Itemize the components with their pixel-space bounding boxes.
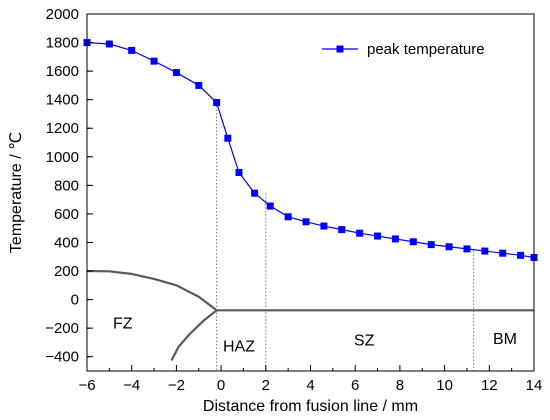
x-tick-label: 0 [217,377,225,394]
legend: peak temperature [322,41,485,58]
x-axis-ticks: −6 −4 −2 0 2 4 6 8 10 12 14 [78,365,542,394]
x-tick-label: 6 [351,377,359,394]
data-point [463,245,471,253]
x-tick-label: 4 [306,377,314,394]
y-tick-label: 2000 [46,6,79,23]
x-tick-label: −6 [78,377,95,394]
data-point [284,213,292,221]
y-axis-title: Temperature / ℃ [8,132,25,253]
data-point [105,40,113,48]
data-point [356,229,364,237]
y-tick-label: 400 [54,234,79,251]
data-point [374,232,382,240]
data-point [391,235,399,243]
data-point [172,69,180,77]
data-point [150,57,158,65]
zone-boundaries [87,269,534,361]
x-tick-label: 12 [481,377,498,394]
y-tick-label: 1600 [46,63,79,80]
data-point [499,249,507,257]
data-point [128,46,136,54]
zone-boundary [87,269,218,312]
legend-label: peak temperature [367,41,485,58]
plot-frame [86,13,535,372]
zone-labels: FZ HAZ SZ BM [113,315,517,355]
data-point [266,202,274,210]
data-point [251,189,259,197]
data-point [427,241,435,249]
data-point [320,222,328,230]
data-point [302,218,310,226]
x-tick-label: −2 [168,377,185,394]
series-group [83,39,538,261]
x-tick-label: 14 [526,377,543,394]
y-tick-label: 800 [54,177,79,194]
x-tick-label: 8 [396,377,404,394]
data-point [517,251,525,259]
data-point [235,169,243,177]
data-point [213,99,221,107]
zone-label: FZ [113,315,133,332]
data-point [195,81,203,89]
x-tick-label: 10 [436,377,453,394]
series-line [86,41,535,259]
zone-label: HAZ [223,338,255,355]
legend-marker [336,45,344,53]
zone-boundary [170,309,218,361]
data-point [445,243,453,251]
y-tick-label: −400 [45,349,79,366]
y-tick-label: 1400 [46,92,79,109]
data-point [409,238,417,246]
x-tick-label: −4 [123,377,140,394]
x-tick-label: 2 [262,377,270,394]
reference-lines [216,102,475,371]
x-axis-title: Distance from fusion line / mm [203,398,418,415]
y-tick-label: 0 [71,292,79,309]
data-point [338,226,346,234]
y-tick-label: 200 [54,263,79,280]
zone-label: SZ [354,333,375,350]
data-point [224,134,232,142]
y-tick-label: 600 [54,206,79,223]
y-tick-label: 1200 [46,120,79,137]
y-axis-ticks: −400 −200 0 200 400 600 800 1000 1200 1400 1600 180… [45,6,93,366]
y-tick-label: −200 [45,320,79,337]
data-point [481,247,489,255]
zone-label: BM [493,331,517,348]
y-tick-label: 1000 [46,149,79,166]
y-tick-label: 1800 [46,35,79,52]
